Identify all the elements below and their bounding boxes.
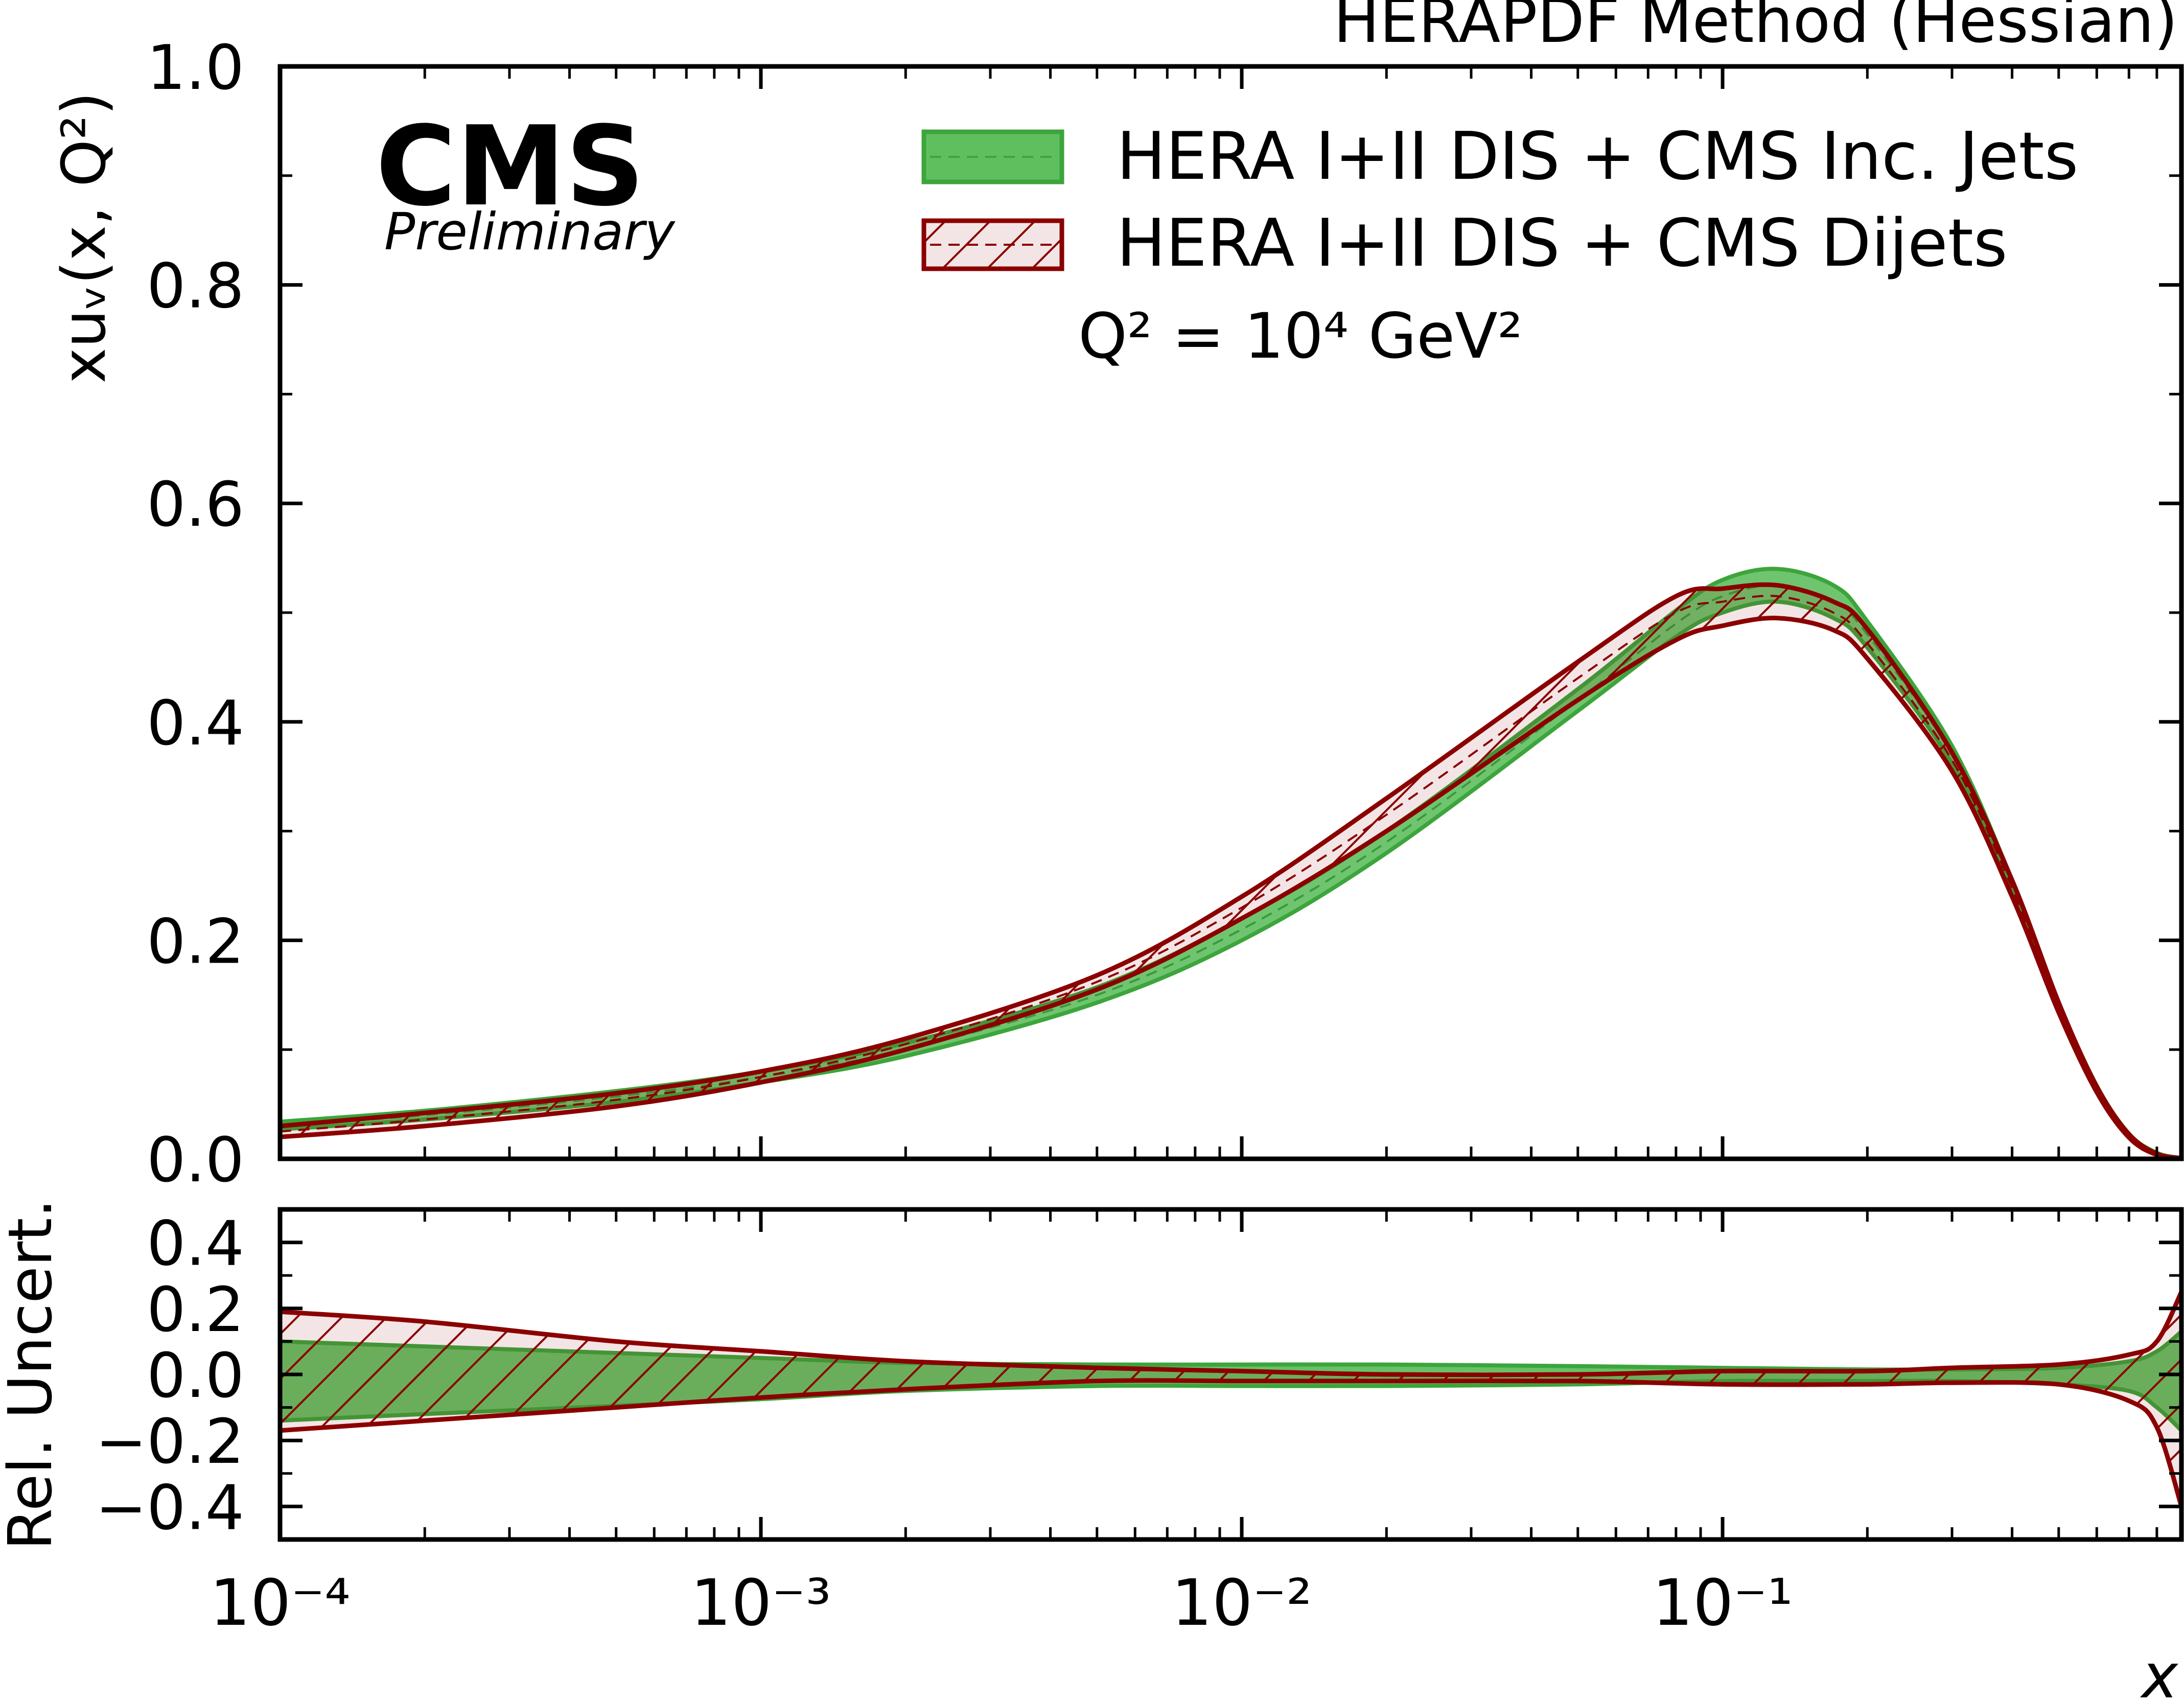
main-panel: 0.0 0.2 0.4 0.6 0.8 1.0 CMS Preliminary HERA … — [49, 33, 2184, 1196]
x-axis-label: x — [2140, 1641, 2179, 1704]
ratio-ytick-label: 0.4 — [147, 1209, 244, 1280]
main-ytick-label: 0.8 — [147, 251, 244, 322]
main-ytick-label: 1.0 — [147, 33, 244, 104]
main-upper-edge-dijets — [280, 582, 2181, 1159]
xtick-label: 10⁻¹ — [1652, 1566, 1793, 1640]
chart-title: HERAPDF Method (Hessian) — [1334, 0, 2178, 57]
ratio-panel: −0.4−0.20.00.20.4 Rel. Uncert. — [0, 1199, 2184, 1550]
legend: HERA I+II DIS + CMS Inc. Jets HERA I+II … — [921, 119, 2078, 282]
xtick-label: 10⁻⁴ — [210, 1566, 350, 1640]
ratio-upper-edge-dijets — [280, 1291, 2181, 1378]
main-ytick-label: 0.0 — [147, 1125, 244, 1196]
main-lower-edge-dijets — [280, 616, 2181, 1159]
main-ylabel: xuᵥ(x, Q²) — [49, 92, 119, 384]
xtick-label: 10⁻³ — [690, 1566, 831, 1640]
main-ytick-label: 0.4 — [147, 688, 244, 759]
ratio-ytick-label: −0.4 — [96, 1473, 244, 1544]
ratio-axes-frame — [277, 1207, 2184, 1542]
ratio-band-dijets — [280, 1292, 2181, 1507]
preliminary-label: Preliminary — [384, 202, 676, 262]
cms-label: CMS — [376, 102, 645, 230]
ratio-ytick-label: 0.2 — [147, 1275, 244, 1346]
main-ytick-label: 0.2 — [147, 906, 244, 977]
legend-label-inc-jets: HERA I+II DIS + CMS Inc. Jets — [1117, 119, 2078, 195]
xtick-label: 10⁻² — [1171, 1566, 1312, 1640]
ratio-ylabel: Rel. Uncert. — [0, 1199, 65, 1550]
q2-annotation: Q² = 10⁴ GeV² — [1078, 300, 1523, 372]
ratio-ytick-label: 0.0 — [147, 1341, 244, 1412]
main-axes-frame — [277, 64, 2184, 1161]
main-band-inc-jets — [280, 567, 2181, 1159]
legend-label-dijets: HERA I+II DIS + CMS Dijets — [1117, 205, 2008, 282]
ratio-ytick-label: −0.2 — [96, 1407, 244, 1478]
main-central-dijets — [280, 595, 2181, 1159]
ratio-lower-edge-dijets — [280, 1378, 2181, 1507]
main-ytick-label: 0.6 — [147, 470, 244, 541]
